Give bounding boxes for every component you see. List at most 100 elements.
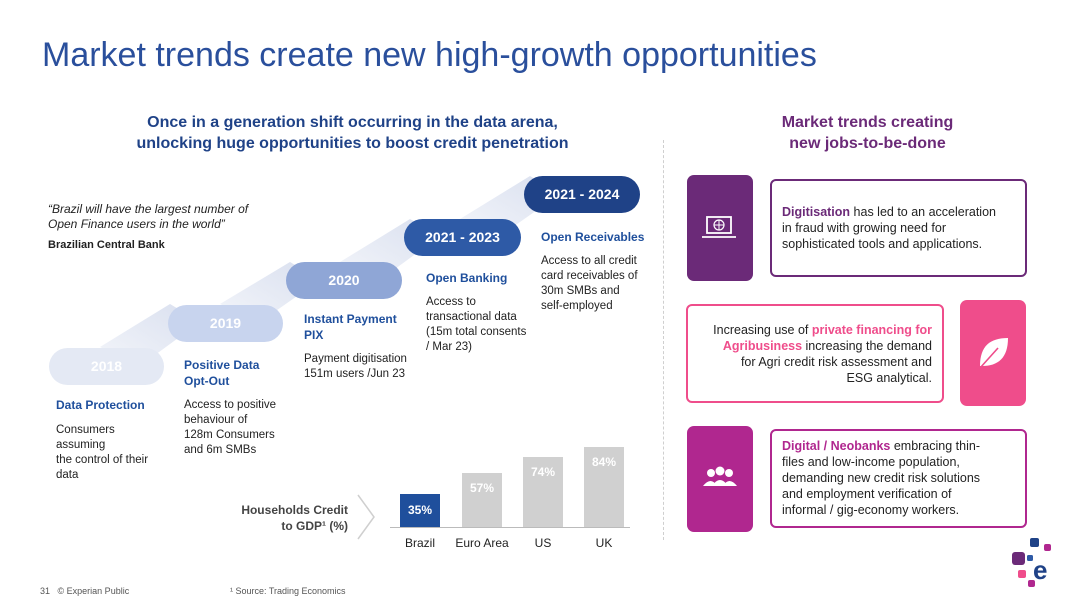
trend-text: has led to an acceleration	[850, 205, 996, 219]
trend-text-line: and employment verification of	[782, 487, 952, 501]
leaf-icon	[979, 338, 1008, 369]
bar-uk	[584, 447, 624, 527]
quote-source: Brazilian Central Bank	[48, 239, 165, 251]
desc-line: Access to all credit	[541, 255, 637, 267]
quote-line-1: “Brazil will have the largest number of	[48, 202, 249, 216]
right-subtitle-line-1: Market trends creating	[781, 114, 954, 131]
bar-value-label: 57%	[469, 480, 495, 495]
bar-value-label: 35%	[407, 502, 433, 517]
desc-line: / Mar 23)	[426, 341, 473, 353]
year-pill-2018: 2018	[49, 348, 164, 385]
trend-text-line: sophisticated tools and applications.	[782, 237, 983, 251]
desc-line: assuming	[56, 439, 106, 451]
step-head-data-protection: Data Protection	[56, 398, 145, 412]
bar-value-label: 84%	[591, 455, 617, 469]
page-title: Market trends create new high-growth opp…	[42, 36, 817, 74]
trend-card-neobanks: Digital / Neobanks embracing thin- files…	[770, 429, 1027, 528]
trend-text: increasing the demand	[802, 339, 932, 353]
desc-line: Access to positive	[184, 399, 277, 411]
bar-category-label: UK	[595, 536, 613, 550]
desc-line: self-employed	[541, 300, 613, 312]
desc-line: (15m total consents	[426, 326, 527, 338]
households-bar-chart: 35% Brazil 57% Euro Area 74% US 84% UK	[0, 0, 624, 550]
footer-source: ¹ Source: Trading Economics	[230, 586, 346, 596]
year-pill-2020: 2020	[286, 262, 402, 299]
trend-card-digitisation: Digitisation has led to an acceleration …	[770, 179, 1027, 277]
trend-text-line: for Agri credit risk assessment and	[740, 355, 932, 369]
footer-page-info: 31 © Experian Public	[40, 586, 129, 596]
people-icon	[703, 466, 737, 486]
step-head-open-receivables: Open Receivables	[541, 230, 645, 244]
bar-category-label: Euro Area	[455, 536, 509, 550]
desc-line: the control of their	[56, 454, 149, 466]
bar-category-label: US	[534, 536, 552, 550]
laptop-icon	[702, 216, 736, 238]
trend-tile-digitisation	[687, 175, 753, 281]
step-head-instant-payment: Instant Payment PIX	[304, 311, 397, 343]
head-line: Positive Data	[184, 358, 260, 372]
step-desc-data-protection: Consumers assuming the control of their …	[56, 423, 148, 483]
trend-text-line: informal / gig-economy workers.	[782, 503, 960, 517]
step-desc-open-banking: Access to transactional data (15m total …	[426, 295, 526, 355]
bar-value-label: 74%	[530, 464, 556, 479]
bar-category-label: Brazil	[404, 536, 435, 550]
year-pill-2019: 2019	[168, 305, 283, 342]
year-pill-2021-2024: 2021 - 2024	[524, 176, 640, 213]
page-number: 31	[40, 586, 51, 596]
year-pill-2021-2023: 2021 - 2023	[404, 219, 521, 256]
trend-card-agribusiness: Increasing use of private financing for …	[686, 304, 944, 403]
bar-euro-area	[462, 472, 502, 527]
head-line: Opt-Out	[184, 374, 230, 388]
step-desc-open-receivables: Access to all credit card receivables of…	[541, 254, 638, 314]
step-head-positive-data: Positive Data Opt-Out	[184, 357, 259, 389]
desc-line: transactional data	[426, 311, 517, 323]
trend-text-line: Increasing use of private financing for	[698, 322, 932, 338]
desc-line: card receivables of	[541, 270, 638, 282]
chevron-right-icon	[357, 494, 375, 540]
chart-axis	[390, 527, 630, 528]
trend-text: Increasing use of	[713, 323, 812, 337]
trend-text-line: demanding new credit risk solutions	[782, 471, 981, 485]
bar-us	[523, 456, 563, 527]
bar-brazil	[400, 493, 440, 527]
trend-text-line: Digital / Neobanks embracing thin-	[782, 438, 1015, 454]
trend-text-line: Digitisation has led to an acceleration	[782, 204, 1015, 220]
step-desc-positive-data: Access to positive behaviour of 128m Con…	[184, 398, 276, 458]
left-subtitle: Once in a generation shift occurring in …	[80, 112, 625, 154]
trend-highlight: Digital / Neobanks	[782, 439, 891, 453]
desc-line: Consumers	[56, 424, 115, 436]
section-divider	[663, 140, 664, 540]
trend-text-line: ESG analytical.	[846, 371, 932, 385]
households-label-line-2: to GDP¹ (%)	[281, 519, 348, 533]
trend-text: embracing thin-	[890, 439, 980, 453]
desc-line: 30m SMBs and	[541, 285, 620, 297]
desc-line: Payment digitisation	[304, 353, 407, 365]
experian-logo: e	[1012, 538, 1051, 587]
step-head-open-banking: Open Banking	[426, 271, 508, 285]
trend-text-line: Agribusiness increasing the demand	[698, 338, 932, 354]
head-line: PIX	[304, 328, 324, 342]
trend-highlight: Digitisation	[782, 205, 851, 219]
trend-text-line: files and low-income population,	[782, 455, 960, 469]
trend-text-line: in fraud with growing need for	[782, 221, 946, 235]
step-desc-instant-payment: Payment digitisation 151m users /Jun 23	[304, 352, 407, 382]
desc-line: 151m users /Jun 23	[304, 368, 406, 380]
right-subtitle-line-2: new jobs-to-be-done	[789, 135, 946, 152]
right-subtitle: Market trends creating new jobs-to-be-do…	[740, 112, 995, 154]
left-subtitle-line-2: unlocking huge opportunities to boost cr…	[136, 135, 569, 152]
households-label-line-1: Households Credit	[241, 503, 348, 517]
trend-highlight: Agribusiness	[722, 339, 803, 353]
trend-highlight: private financing for	[811, 323, 932, 337]
desc-line: 128m Consumers	[184, 429, 275, 441]
svg-text:e: e	[1033, 555, 1047, 585]
households-credit-label: Households Credit to GDP¹ (%)	[220, 502, 348, 534]
desc-line: behaviour of	[184, 414, 248, 426]
desc-line: and 6m SMBs	[184, 444, 257, 456]
quote-line-2: Open Finance users in the world”	[48, 217, 225, 231]
classification-label: © Experian Public	[57, 586, 130, 596]
quote: “Brazil will have the largest number of …	[48, 202, 308, 232]
trend-tile-agribusiness	[960, 300, 1026, 406]
head-line: Instant Payment	[304, 312, 397, 326]
left-subtitle-line-1: Once in a generation shift occurring in …	[147, 114, 558, 131]
desc-line: Access to	[426, 296, 476, 308]
